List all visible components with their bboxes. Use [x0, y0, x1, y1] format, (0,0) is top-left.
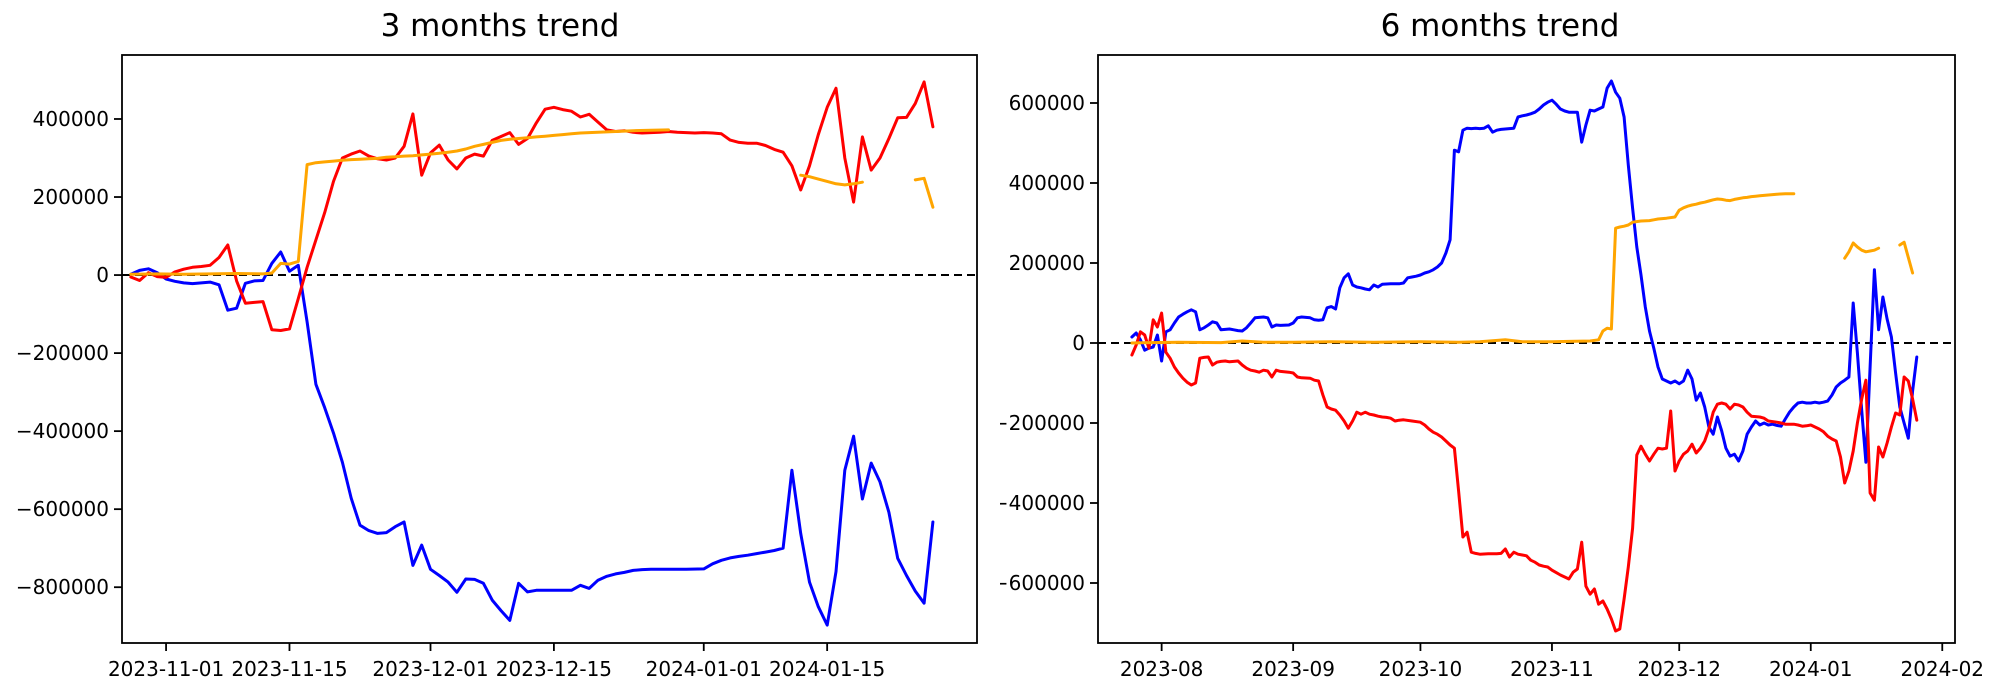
- y-tick-label: −400000: [1000, 491, 1085, 515]
- y-tick-label: −800000: [16, 575, 109, 599]
- x-tick-label: 2023-09: [1251, 657, 1335, 681]
- orange-line: [1130, 192, 1796, 345]
- x-tick-label: 2023-12-15: [496, 657, 612, 681]
- x-tick-label: 2024-01: [1769, 657, 1853, 681]
- orange-line: [1843, 241, 1881, 260]
- red-line: [129, 80, 935, 332]
- x-tick-label: 2023-12-01: [372, 657, 488, 681]
- chart-title-6-months: 6 months trend: [1380, 8, 1620, 44]
- y-tick-label: −200000: [16, 341, 109, 365]
- y-tick-label: 600000: [1009, 91, 1085, 115]
- chart-panel-3-months: 3 months trend 400000 200000 0 −200000 −4000…: [16, 8, 978, 681]
- y-tick-label: 0: [1072, 331, 1085, 355]
- x-tick-label: 2023-12: [1637, 657, 1721, 681]
- orange-line: [129, 128, 670, 276]
- orange-line: [799, 173, 864, 187]
- plot-frame: [1097, 54, 1956, 644]
- blue-line: [1130, 79, 1919, 464]
- y-tick-label: −200000: [1000, 411, 1085, 435]
- x-tick-label: 2024-01-15: [769, 657, 885, 681]
- y-tick-label: 400000: [33, 107, 109, 131]
- blue-line: [129, 250, 935, 627]
- y-tick-label: −600000: [16, 497, 109, 521]
- chart-title-3-months: 3 months trend: [380, 8, 620, 44]
- x-tick-label: 2024-02: [1900, 657, 1984, 681]
- plot-6-months-trend: 600000 400000 200000 0 −200000 −400000 −600000…: [1000, 54, 1984, 681]
- y-tick-label: 0: [96, 263, 109, 287]
- y-tick-label: −600000: [1000, 571, 1085, 595]
- orange-line: [913, 176, 935, 209]
- x-tick-label: 2023-11: [1510, 657, 1594, 681]
- y-tick-label: 400000: [1009, 171, 1085, 195]
- x-tick-label: 2023-11-01: [108, 657, 224, 681]
- plot-frame: [121, 54, 978, 644]
- y-tick-label: −400000: [16, 419, 109, 443]
- x-tick-label: 2024-01-01: [646, 657, 762, 681]
- red-line: [1130, 311, 1919, 633]
- y-tick-label: 200000: [1009, 251, 1085, 275]
- orange-line: [1898, 240, 1915, 275]
- x-tick-label: 2023-10: [1379, 657, 1463, 681]
- x-tick-label: 2023-08: [1120, 657, 1204, 681]
- plot-3-months-trend: 400000 200000 0 −200000 −400000 −600000 −80000…: [16, 54, 978, 681]
- chart-panel-6-months: 6 months trend 600000 400000 200000 0 −20000…: [1000, 0, 2000, 700]
- x-tick-label: 2023-11-15: [231, 657, 347, 681]
- y-tick-label: 200000: [33, 185, 109, 209]
